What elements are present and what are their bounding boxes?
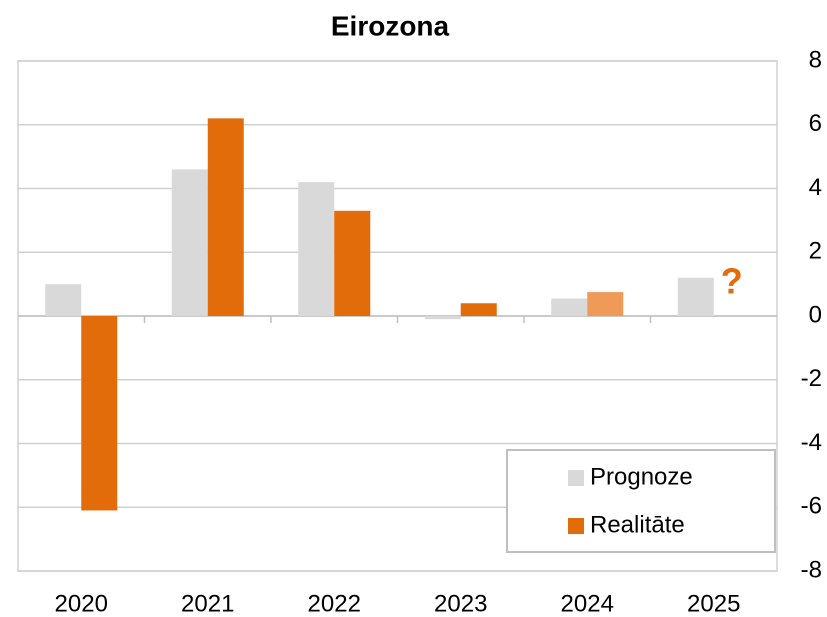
bar <box>334 210 371 316</box>
y-tick-label: 0 <box>809 301 822 328</box>
annotation: ? <box>721 261 743 302</box>
bar <box>171 169 208 316</box>
y-tick-label: 8 <box>809 46 822 73</box>
y-tick-label: -8 <box>801 556 822 583</box>
x-tick-label: 2023 <box>434 590 487 617</box>
y-tick-label: 2 <box>809 238 822 265</box>
x-tick-label: 2020 <box>55 590 108 617</box>
y-tick-label: 4 <box>809 174 822 201</box>
y-tick-label: -4 <box>801 429 822 456</box>
x-tick-label: 2024 <box>561 590 614 617</box>
legend-label: Prognoze <box>590 463 693 490</box>
bar <box>677 277 714 316</box>
bar <box>298 182 335 316</box>
chart-title: Eirozona <box>331 10 450 41</box>
legend-swatch <box>568 518 584 534</box>
bar <box>587 292 624 316</box>
y-tick-label: -6 <box>801 493 822 520</box>
bar <box>424 316 461 320</box>
y-tick-label: -2 <box>801 365 822 392</box>
x-tick-label: 2021 <box>181 590 234 617</box>
legend-swatch <box>568 470 584 486</box>
y-tick-label: 6 <box>809 110 822 137</box>
bar <box>207 118 244 316</box>
legend-label: Realitāte <box>590 511 685 538</box>
x-tick-label: 2025 <box>687 590 740 617</box>
legend-box <box>506 449 776 553</box>
bar <box>45 284 82 316</box>
bar <box>81 316 118 511</box>
x-tick-label: 2022 <box>308 590 361 617</box>
bar <box>551 298 588 316</box>
bar <box>460 303 497 316</box>
